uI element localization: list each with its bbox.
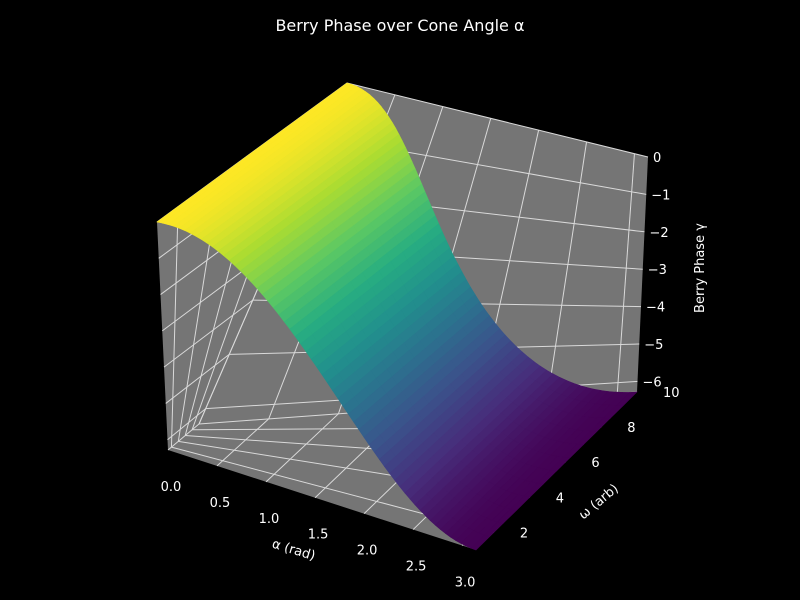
z-tick-label: −1 (651, 188, 670, 203)
chart-title: Berry Phase over Cone Angle α (275, 16, 524, 35)
x-tick-label: 1.0 (259, 512, 280, 527)
y-tick-label: 4 (556, 491, 564, 506)
x-tick-label: 1.5 (308, 528, 329, 543)
x-tick-label: 2.0 (357, 544, 378, 559)
z-tick-label: −4 (646, 301, 665, 316)
surface-plot (156, 82, 638, 551)
z-tick-label: 0 (653, 151, 661, 166)
z-axis-label: Berry Phase γ (693, 223, 708, 313)
y-tick-label: 6 (591, 456, 599, 471)
z-tick-label: −6 (643, 375, 662, 390)
y-tick-label: 10 (663, 386, 680, 401)
z-tick-label: −3 (648, 263, 667, 278)
tick-labels: 0.0 0.5 1.0 1.5 2.0 2.5 3.0 2 4 6 8 10 0 −1 −2 −3 −4 −5 −6 (161, 151, 680, 591)
z-tick-label: −5 (644, 338, 663, 353)
grid-line-alpha-back (616, 153, 635, 394)
grid-line-alpha-back (547, 141, 588, 399)
y-tick-label: 8 (627, 421, 635, 436)
x-tick-label: 3.0 (455, 576, 476, 591)
z-tick-label: −2 (650, 226, 669, 241)
grid-line-alpha-floor (265, 413, 339, 483)
x-tick-label: 0.0 (161, 480, 182, 495)
grid-line-gamma-left (165, 353, 230, 404)
grid-line-alpha-floor (216, 418, 270, 467)
grid-line-alpha-floor (167, 423, 200, 451)
surface-facet (470, 534, 490, 551)
y-axis-label: ω (arb) (576, 481, 621, 523)
x-tick-label: 0.5 (210, 496, 231, 511)
y-tick-label: 2 (520, 526, 528, 541)
grid-line-omega-left (170, 206, 179, 448)
x-tick-label: 2.5 (406, 560, 427, 575)
grid-line-gamma-back (346, 82, 649, 158)
grid-line-gamma-left (167, 408, 206, 441)
grid-line-gamma-left (163, 299, 254, 368)
